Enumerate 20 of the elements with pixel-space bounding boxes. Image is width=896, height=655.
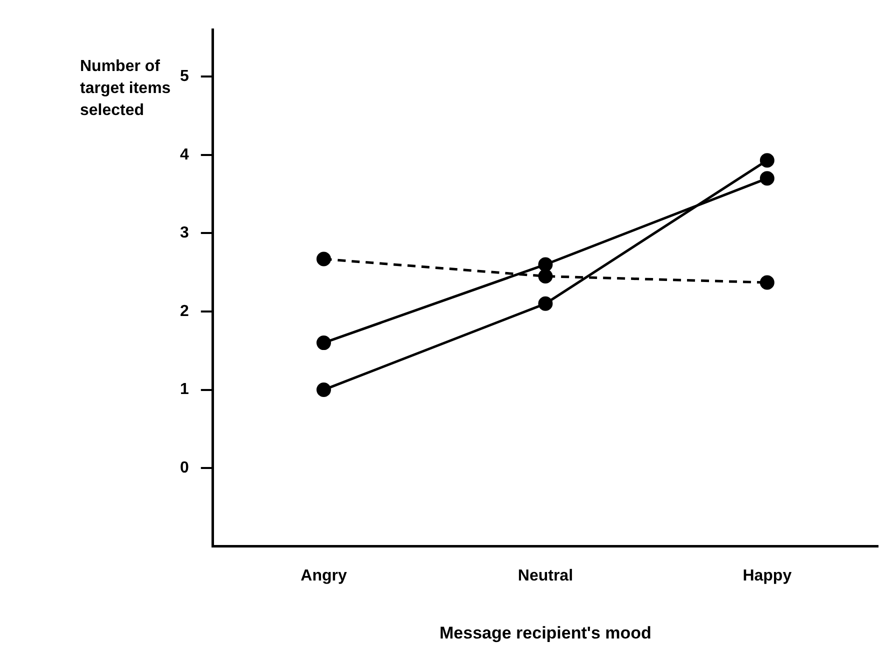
y-tick-label: 5 bbox=[180, 68, 189, 85]
x-tick-label: Angry bbox=[300, 567, 347, 584]
x-tick-label: Happy bbox=[742, 567, 792, 584]
y-axis-title: Number of target items selected bbox=[80, 57, 172, 121]
y-tick-label: 1 bbox=[180, 381, 189, 398]
point bbox=[760, 153, 774, 168]
point bbox=[316, 382, 331, 398]
point bbox=[316, 336, 331, 350]
y-tick-label: 2 bbox=[180, 302, 189, 320]
point bbox=[760, 171, 774, 186]
y-tick-label: 0 bbox=[180, 460, 189, 477]
y-tick-label: 4 bbox=[180, 146, 189, 164]
x-tick-label: Neutral bbox=[518, 567, 574, 584]
point bbox=[538, 269, 553, 284]
y-tick-label: 3 bbox=[180, 224, 189, 242]
point bbox=[538, 257, 553, 272]
point bbox=[760, 275, 774, 290]
point bbox=[316, 252, 331, 266]
x-axis-title: Message recipient's mood bbox=[440, 623, 652, 642]
point bbox=[538, 296, 553, 311]
